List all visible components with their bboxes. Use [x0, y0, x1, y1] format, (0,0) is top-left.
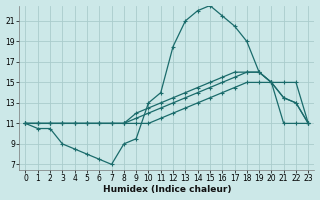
X-axis label: Humidex (Indice chaleur): Humidex (Indice chaleur): [103, 185, 231, 194]
